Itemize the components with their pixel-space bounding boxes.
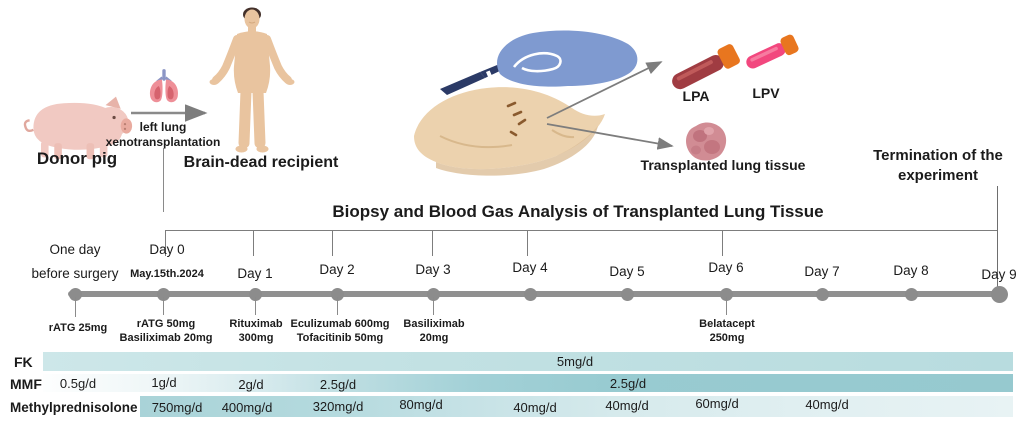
- treatment-day0: rATG 50mg Basiliximab 20mg: [119, 318, 213, 344]
- mmf-dose-value: 2.5g/d: [609, 376, 647, 391]
- bracket-tick-day4: [527, 230, 528, 256]
- recipient-label: Brain-dead recipient: [183, 154, 339, 171]
- bracket-tick-day6: [722, 230, 723, 256]
- timeline-dot-day0: [156, 287, 170, 301]
- lpa-label: LPA: [682, 88, 710, 104]
- bracket-tick-day3: [432, 230, 433, 256]
- timeline-dot-day8: [904, 287, 918, 301]
- timeline-dot-day3: [426, 287, 440, 301]
- lung-icon: [149, 69, 179, 103]
- treatment-tick-day6: [726, 297, 727, 315]
- mp-dose-value: 80mg/d: [399, 397, 443, 412]
- row-label-fk: FK: [14, 354, 33, 370]
- chest-illustration: [414, 87, 605, 176]
- mmf-dose-value: 0.5g/d: [59, 376, 97, 391]
- timeline-dot-day5: [620, 287, 634, 301]
- mmf-dose-value: 1g/d: [151, 375, 177, 390]
- timeline-label-day9: Day 9: [981, 267, 1017, 282]
- treatment-day3: Basiliximab 20mg: [403, 318, 465, 344]
- donor-pig-label: Donor pig: [36, 149, 118, 168]
- methylprednisolone-dose-bar: [140, 396, 1013, 417]
- fk-dose-value: 5mg/d: [556, 354, 594, 369]
- lpv-label: LPV: [752, 85, 780, 101]
- mp-dose-value: 40mg/d: [605, 398, 649, 413]
- treatment-day2: Eculizumab 600mg Tofacitinib 50mg: [290, 318, 390, 344]
- gloved-hand-scalpel-icon: [440, 30, 638, 95]
- timeline-dot-oneday: [68, 287, 82, 301]
- treatment-tick-day1: [255, 297, 256, 315]
- mp-dose-value: 320mg/d: [312, 399, 364, 414]
- timeline-label-day5: Day 5: [609, 264, 645, 279]
- treatment-tick-day2: [337, 297, 338, 315]
- treatment-tick-day0: [163, 297, 164, 315]
- treatment-oneday: rATG 25mg: [48, 322, 108, 334]
- timeline-label-day3: Day 3: [415, 262, 451, 277]
- timeline-dot-day1: [248, 287, 262, 301]
- timeline-label-day6: Day 6: [708, 260, 744, 275]
- termination-connector-line: [996, 186, 998, 293]
- timeline-label-oneday: One day before surgery: [31, 242, 119, 281]
- timeline-label-day7: Day 7: [804, 264, 840, 279]
- lpa-blood-tube-icon: [672, 44, 740, 90]
- lung-tissue-icon: [686, 122, 727, 161]
- biopsy-bracket-line: [165, 230, 997, 231]
- timeline-label-day1: Day 1: [237, 266, 273, 281]
- timeline-bar: [68, 291, 1006, 297]
- termination-label: Termination of the experiment: [873, 147, 1003, 184]
- timeline-dot-day9: [991, 285, 1008, 303]
- bracket-tick-day1: [253, 230, 254, 256]
- row-label-mmf: MMF: [10, 376, 42, 392]
- timeline-dot-day2: [330, 287, 344, 301]
- timeline-dot-day6: [719, 287, 733, 301]
- timeline-label-day8: Day 8: [893, 263, 929, 278]
- row-label-methylprednisolone: Methylprednisolone: [10, 400, 138, 415]
- tissue-label: Transplanted lung tissue: [640, 157, 806, 173]
- brain-dead-recipient-figure: [209, 7, 295, 153]
- treatment-tick-day3: [433, 297, 434, 315]
- treatment-tick-oneday: [75, 297, 76, 317]
- timeline-label-day4: Day 4: [512, 260, 548, 275]
- fk-dose-bar: [43, 352, 1013, 371]
- timeline-dot-day4: [523, 287, 537, 301]
- biopsy-to-tissue-arrow: [546, 123, 674, 150]
- mmf-dose-value: 2g/d: [238, 377, 264, 392]
- biopsy-to-lpa-arrow: [546, 61, 663, 119]
- mp-dose-value: 40mg/d: [805, 397, 849, 412]
- mp-dose-value: 400mg/d: [221, 400, 273, 415]
- treatment-day1: Rituximab 300mg: [229, 318, 283, 344]
- timeline-title: Biopsy and Blood Gas Analysis of Transpl…: [332, 202, 824, 221]
- timeline-dot-day7: [815, 287, 829, 301]
- bracket-tick-day2: [332, 230, 333, 256]
- treatment-day6: Belatacept 250mg: [699, 318, 755, 344]
- timeline-label-day2: Day 2: [319, 262, 355, 277]
- timeline-label-day0: Day 0 May.15th.2024: [130, 242, 204, 280]
- xenotransplant-connector-line: [162, 148, 164, 212]
- transplant-arrow-caption: left lung xenotransplantation: [105, 120, 221, 149]
- mmf-dose-bar: [43, 374, 1013, 392]
- mmf-dose-value: 2.5g/d: [319, 377, 357, 392]
- donor-pig-icon: [23, 96, 133, 160]
- mp-dose-value: 60mg/d: [695, 396, 739, 411]
- bracket-tick-day0: [165, 230, 166, 256]
- mp-dose-value: 750mg/d: [151, 400, 203, 415]
- lpv-blood-tube-icon: [746, 34, 799, 69]
- mp-dose-value: 40mg/d: [513, 400, 557, 415]
